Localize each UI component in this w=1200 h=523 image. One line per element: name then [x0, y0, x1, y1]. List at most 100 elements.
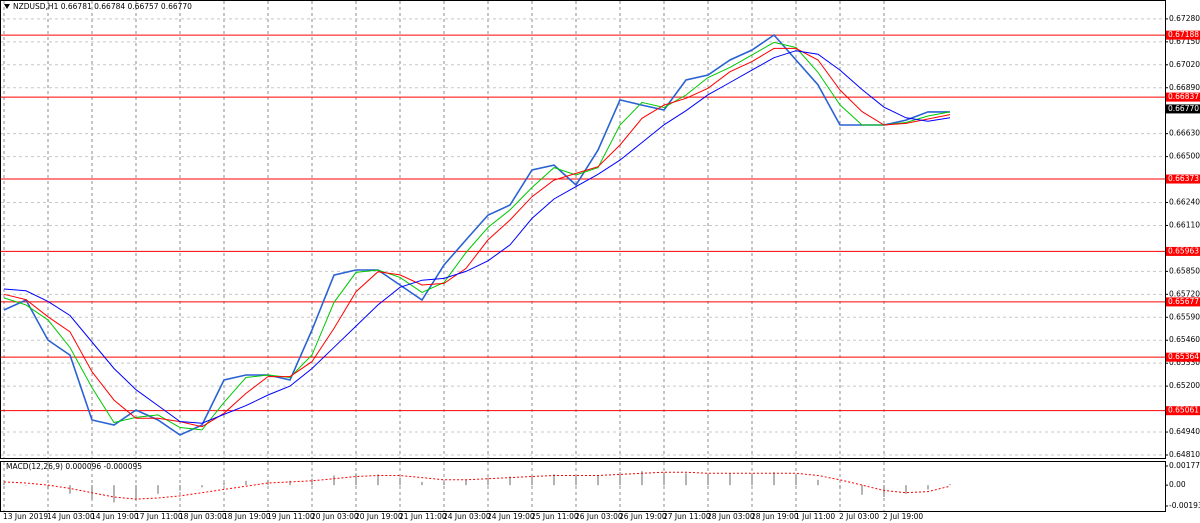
level-label: 0.65963 — [1168, 246, 1199, 255]
y-tick-label: 0.66110 — [1169, 220, 1200, 229]
x-tick-label: 24 Jun 03:00 — [443, 512, 491, 521]
level-label-box — [1166, 406, 1200, 416]
x-tick-label: 28 Jun 03:00 — [707, 512, 755, 521]
macd-bar — [311, 478, 313, 486]
macd-bar — [487, 477, 489, 486]
x-tick-label: 26 Jun 19:00 — [619, 512, 667, 521]
x-tick-label: 27 Jun 11:00 — [663, 512, 711, 521]
macd-bar — [333, 475, 335, 486]
y-tick-label: -0.001939 — [1169, 501, 1200, 510]
macd-bar — [663, 472, 665, 486]
x-tick-label: 2 Jul 19:00 — [883, 512, 923, 521]
chart-title: NZDUSD,H1 0.66781 0.66784 0.66757 0.6677… — [13, 2, 192, 11]
macd-bar — [267, 479, 269, 486]
y-tick-label: 0.65330 — [1169, 358, 1200, 367]
macd-bar — [245, 480, 247, 486]
macd-bar — [531, 475, 533, 486]
menu-arrow[interactable] — [4, 4, 10, 9]
macd-bar — [619, 472, 621, 486]
macd-bar — [399, 477, 401, 486]
level-label: 0.65364 — [1168, 352, 1199, 361]
x-tick-label: 19 Jun 11:00 — [267, 512, 315, 521]
y-tick-label: 0.66890 — [1169, 83, 1200, 92]
x-tick-label: 2 Jul 03:00 — [839, 512, 879, 521]
x-tick-label: 21 Jun 11:00 — [399, 512, 447, 521]
macd-bar — [179, 485, 181, 491]
x-tick-label: 14 Jun 03:00 — [47, 512, 95, 521]
y-tick-label: 0.66240 — [1169, 198, 1200, 207]
level-label: 0.65061 — [1168, 406, 1199, 415]
price-line — [3, 41, 951, 431]
level-label-box — [1166, 30, 1200, 40]
macd-bar — [641, 471, 643, 486]
macd-title: MACD(12,26,9) 0.000096 -0.000095 — [6, 462, 142, 471]
macd-bar — [289, 480, 291, 486]
y-tick-label: 0.66500 — [1169, 152, 1200, 161]
macd-bar — [47, 485, 49, 490]
x-tick-label: 25 Jun 11:00 — [531, 512, 579, 521]
macd-bar — [421, 481, 423, 486]
macd-bar — [773, 472, 775, 486]
y-tick-label: 0.64810 — [1169, 450, 1200, 459]
x-tick-label: 20 Jun 19:00 — [355, 512, 403, 521]
macd-bar — [69, 485, 71, 494]
macd-bar — [3, 482, 5, 486]
macd-bar — [927, 485, 929, 490]
macd-bar — [861, 485, 863, 495]
macd-bar — [157, 485, 159, 494]
y-tick-label: 0.64940 — [1169, 427, 1200, 436]
y-tick-label: 0.65200 — [1169, 381, 1200, 390]
macd-bar — [905, 485, 907, 494]
last-price-label: 0.66770 — [1168, 104, 1199, 113]
y-tick-label: 0.67280 — [1169, 14, 1200, 23]
macd-bar — [135, 485, 137, 500]
y-tick-label: 0.001779 — [1169, 461, 1200, 470]
macd-panel — [0, 461, 1166, 512]
y-tick-label: 0.67150 — [1169, 37, 1200, 46]
macd-bar — [597, 475, 599, 486]
x-tick-label: 14 Jun 19:00 — [91, 512, 139, 521]
price-line — [3, 33, 950, 436]
y-tick-label: 0.65460 — [1169, 335, 1200, 344]
x-tick-label: 28 Jun 19:00 — [751, 512, 799, 521]
level-label: 0.66837 — [1168, 92, 1199, 101]
x-tick-label: 20 Jun 03:00 — [311, 512, 359, 521]
x-tick-label: 13 Jun 2019 — [3, 512, 48, 521]
macd-bar — [355, 473, 357, 486]
level-label: 0.66373 — [1168, 174, 1199, 183]
macd-bar — [223, 482, 225, 486]
y-tick-label: 0.65720 — [1169, 289, 1200, 298]
price-line — [3, 50, 951, 424]
macd-bar — [795, 474, 797, 486]
level-label-box — [1166, 352, 1200, 362]
macd-bar — [839, 485, 841, 489]
macd-bar — [91, 485, 93, 500]
y-tick-label: 0.00 — [1169, 480, 1186, 489]
macd-bar — [817, 479, 819, 486]
price-line — [3, 47, 951, 428]
y-tick-label: 0.65850 — [1169, 266, 1200, 275]
x-tick-label: 26 Jun 03:00 — [575, 512, 623, 521]
x-tick-label: 17 Jun 11:00 — [135, 512, 183, 521]
macd-bar — [751, 473, 753, 486]
macd-bar — [553, 474, 555, 486]
main-panel — [0, 0, 1166, 459]
x-tick-label: 24 Jun 19:00 — [487, 512, 535, 521]
y-tick-label: 0.66630 — [1169, 129, 1200, 138]
last-price-box — [1166, 104, 1200, 114]
macd-bar — [509, 476, 511, 486]
macd-bar — [729, 473, 731, 486]
macd-bar — [377, 474, 379, 486]
macd-bar — [443, 481, 445, 486]
level-label-box — [1166, 246, 1200, 256]
macd-bar — [201, 485, 203, 488]
x-tick-label: 18 Jun 19:00 — [223, 512, 271, 521]
level-label-box — [1166, 174, 1200, 184]
macd-bar — [113, 485, 115, 503]
macd-bar — [949, 484, 951, 486]
y-tick-label: 0.67020 — [1169, 60, 1200, 69]
level-label-box — [1166, 297, 1200, 307]
y-tick-label: 0.65590 — [1169, 312, 1200, 321]
